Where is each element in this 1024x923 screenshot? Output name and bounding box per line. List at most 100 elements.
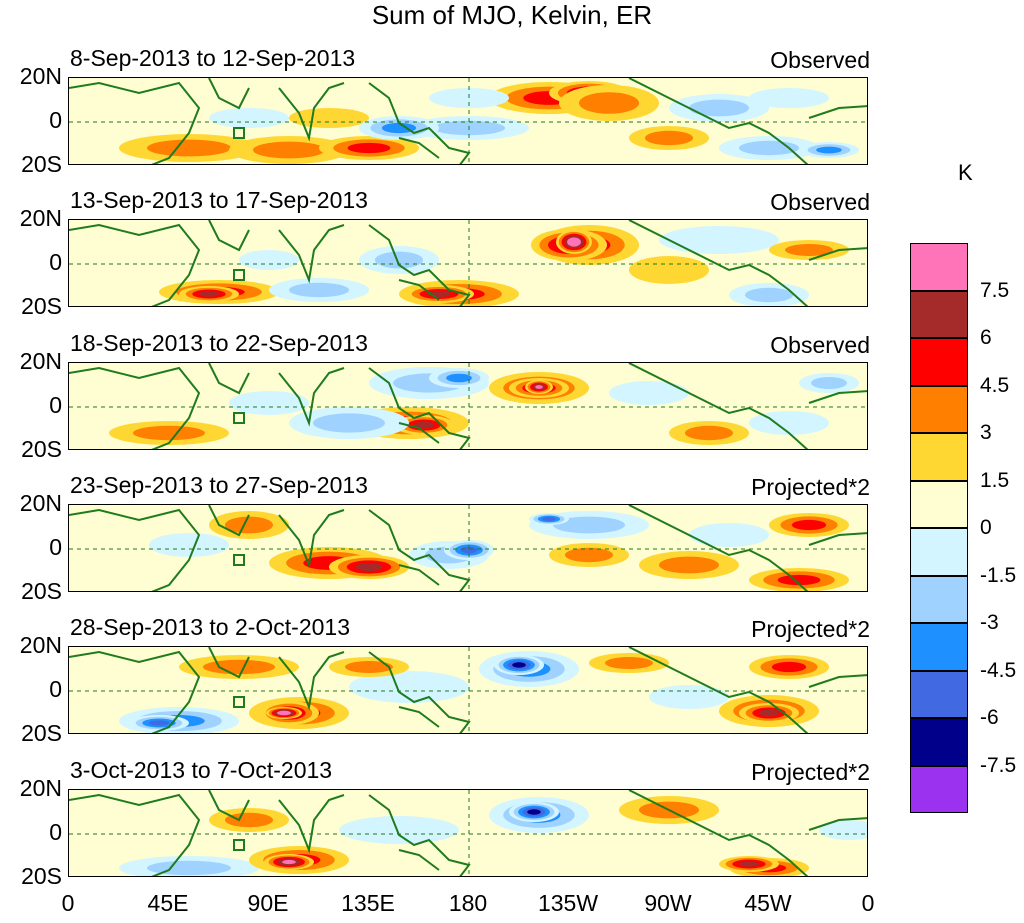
anomaly-contour — [133, 425, 205, 441]
colorbar-swatch — [910, 718, 968, 766]
anomaly-contour — [381, 122, 417, 134]
anomaly-contour — [414, 421, 434, 429]
map-plot-area — [68, 789, 868, 877]
longitude-label: 90W — [644, 890, 692, 916]
colorbar-swatch — [910, 623, 968, 671]
anomaly-contour — [542, 517, 556, 521]
colorbar-swatch — [910, 385, 968, 433]
panel-date-range: 13-Sep-2013 to 17-Sep-2013 — [70, 187, 368, 213]
anomaly-contour — [649, 685, 729, 709]
anomaly-contour — [819, 820, 867, 840]
colorbar-swatch — [910, 290, 968, 338]
anomaly-contour — [203, 659, 275, 675]
panel-date-range: 28-Sep-2013 to 2-Oct-2013 — [70, 614, 351, 640]
anomaly-field — [69, 790, 867, 876]
coastline — [208, 363, 250, 395]
coastline — [69, 508, 201, 591]
coastline — [628, 78, 809, 164]
coastline — [233, 127, 245, 139]
anomaly-contour — [149, 720, 169, 726]
map-plot-area — [68, 362, 868, 450]
anomaly-contour — [553, 516, 625, 534]
colorbar-swatch — [910, 433, 968, 481]
latitude-label: 20N — [19, 775, 62, 801]
colorbar-level-label: 1.5 — [980, 468, 1010, 492]
anomaly-contour — [229, 391, 309, 415]
longitude-label: 135E — [341, 890, 395, 916]
anomaly-contour — [749, 88, 829, 108]
coastline — [278, 224, 345, 284]
panel-date-range: 23-Sep-2013 to 27-Sep-2013 — [70, 472, 368, 498]
anomaly-field — [69, 78, 867, 164]
anomaly-contour — [785, 244, 833, 256]
anomaly-contour — [282, 859, 296, 865]
panel-type-label: Observed — [770, 332, 870, 358]
anomaly-contour — [460, 546, 478, 554]
coastline — [233, 839, 245, 851]
coastline — [233, 554, 245, 566]
anomaly-contour — [289, 282, 349, 298]
coastline — [278, 794, 345, 854]
anomaly-contour — [685, 425, 733, 441]
coastline — [628, 363, 809, 449]
anomaly-contour — [659, 226, 779, 254]
coastline — [808, 674, 867, 688]
colorbar-level-label: 3 — [980, 421, 992, 444]
map-plot-area — [68, 504, 868, 592]
longitude-label: 135W — [537, 890, 599, 916]
anomaly-field — [69, 505, 867, 591]
coastline — [808, 817, 867, 831]
anomaly-contour — [777, 574, 821, 586]
anomaly-field — [69, 647, 867, 733]
anomaly-contour — [349, 671, 469, 703]
coastline — [398, 422, 440, 444]
anomaly-contour — [253, 141, 325, 159]
coastline — [398, 849, 440, 871]
colorbar-swatch — [910, 575, 968, 623]
anomaly-contour — [605, 657, 653, 669]
longitude-label: 180 — [448, 890, 488, 916]
anomaly-contour — [149, 533, 229, 557]
anomaly-contour — [629, 256, 709, 284]
anomaly-field — [69, 363, 867, 449]
anomaly-contour — [816, 146, 842, 154]
anomaly-contour — [347, 142, 391, 154]
coastline — [368, 367, 471, 449]
map-plot-area — [68, 219, 868, 307]
coastline — [368, 224, 471, 306]
panel-type-label: Projected*2 — [751, 616, 870, 642]
anomaly-contour — [446, 373, 472, 383]
map-panel: 18-Sep-2013 to 22-Sep-2013 Observed 20N 0 20… — [0, 330, 900, 472]
colorbar-swatch — [910, 480, 968, 528]
anomaly-contour — [811, 377, 847, 389]
coastline — [208, 647, 250, 679]
latitude-label: 20S — [21, 863, 62, 889]
coastline — [368, 651, 471, 733]
panel-date-range: 8-Sep-2013 to 12-Sep-2013 — [70, 45, 356, 71]
coastline — [69, 650, 201, 733]
map-panel: 8-Sep-2013 to 12-Sep-2013 Observed 20N 0 20S — [0, 45, 900, 187]
map-panel: 3-Oct-2013 to 7-Oct-2013 Projected*2 20N 0 2… — [0, 757, 900, 899]
anomaly-contour — [579, 92, 639, 114]
latitude-label: 20N — [19, 490, 62, 516]
anomaly-contour — [313, 413, 385, 433]
latitude-label: 20N — [19, 348, 62, 374]
anomaly-contour — [759, 709, 779, 717]
longitude-label: 90E — [247, 890, 289, 916]
map-plot-area — [68, 77, 868, 165]
latitude-label: 20S — [21, 436, 62, 462]
anomaly-contour — [239, 250, 299, 270]
latitude-label: 0 — [49, 819, 62, 845]
anomaly-contour — [535, 385, 543, 389]
colorbar-swatch — [910, 528, 968, 576]
coastline — [208, 505, 250, 537]
anomaly-contour — [645, 130, 693, 146]
anomaly-contour — [791, 519, 827, 531]
coastline — [233, 696, 245, 708]
coastline — [398, 137, 440, 159]
anomaly-contour — [375, 251, 423, 269]
coastline — [808, 105, 867, 119]
coastline — [69, 81, 201, 164]
anomaly-contour — [225, 516, 273, 534]
coastline — [278, 651, 345, 711]
